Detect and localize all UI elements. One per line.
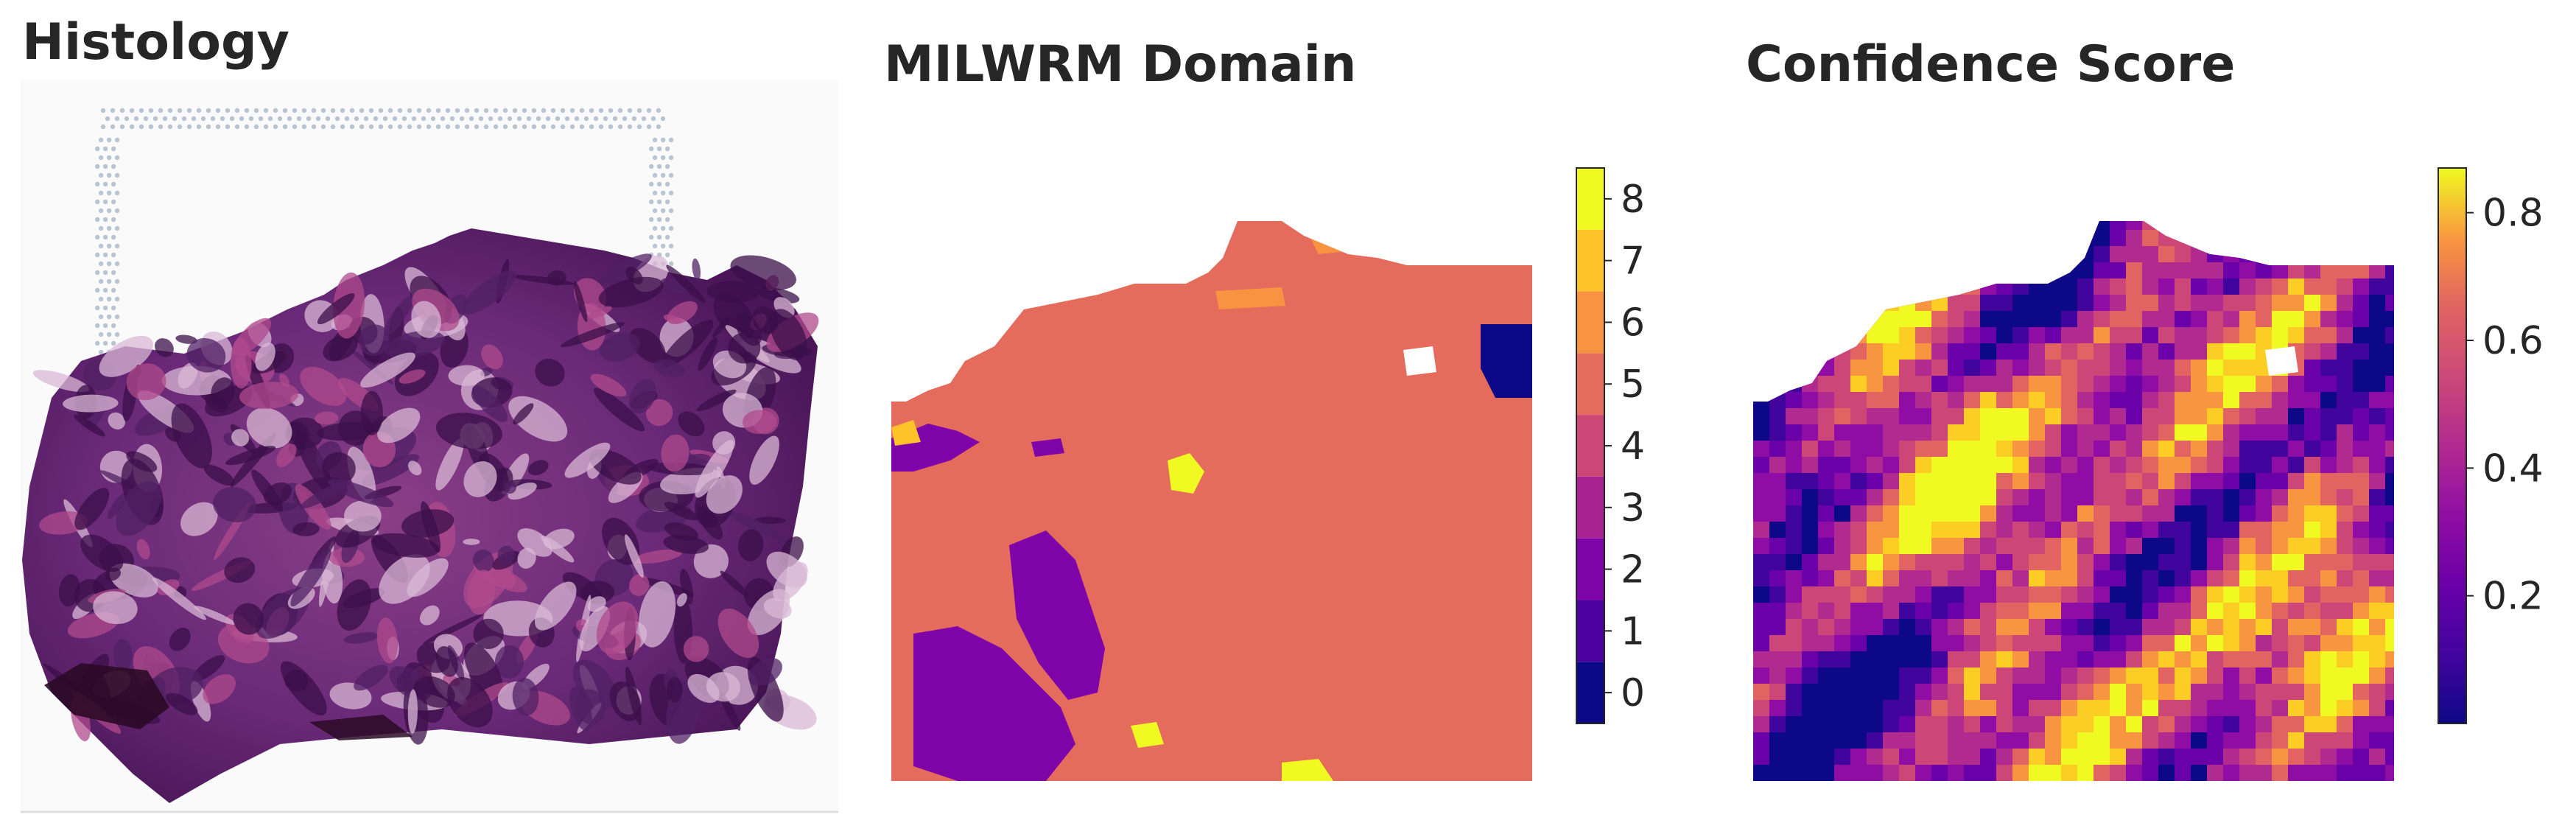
confidence-tick-label: 0.4 (2482, 446, 2544, 491)
domain-tick-label: 4 (1621, 424, 1645, 469)
domain-tick-label: 7 (1621, 239, 1645, 284)
domain-colorbar: 0 1 2 3 4 5 6 7 8 (1576, 167, 1645, 724)
domain-region-0 (1481, 324, 1532, 398)
confidence-tick-label: 0.8 (2482, 192, 2544, 236)
confidence-tick-label: 0.2 (2482, 575, 2544, 619)
colorbar-segment-0 (1576, 662, 1604, 723)
colorbar-segment-6 (1576, 291, 1604, 354)
tissue-texture (32, 253, 819, 745)
domain-map (891, 221, 1532, 781)
domain-region-2 (913, 626, 1075, 781)
confidence-gradient (2438, 167, 2467, 724)
colorbar-segment-1 (1576, 600, 1604, 662)
colorbar-segment-3 (1576, 476, 1604, 539)
domain-region-8 (1131, 722, 1164, 748)
domain-region-6 (1215, 287, 1285, 309)
domain-tick-label: 1 (1621, 609, 1645, 653)
colorbar-segment-4 (1576, 415, 1604, 477)
tissue-fold (44, 663, 169, 729)
confidence-title: Confidence Score (1746, 35, 2236, 94)
colorbar-segment-2 (1576, 538, 1604, 600)
domain-region-2 (1009, 530, 1105, 700)
domain-tick-label: 8 (1621, 178, 1645, 222)
domain-region-2 (1031, 438, 1064, 457)
confidence-colorbar: 0.2 0.4 0.6 0.8 (2438, 167, 2544, 724)
tissue-hole (2265, 346, 2298, 376)
domain-title: MILWRM Domain (884, 35, 1357, 94)
colorbar-segment-5 (1576, 353, 1604, 416)
domain-region-8 (1168, 453, 1204, 494)
confidence-tick-label: 0.6 (2482, 319, 2544, 363)
domain-tick-label: 6 (1621, 301, 1645, 345)
domain-tick-label: 5 (1621, 362, 1645, 407)
colorbar-segment-8 (1576, 168, 1604, 230)
histology-title: Histology (22, 13, 289, 71)
tissue-hole (1403, 346, 1436, 376)
domain-region-7 (891, 420, 921, 446)
domain-tick-label: 2 (1621, 548, 1645, 592)
domain-tick-label: 3 (1621, 486, 1645, 530)
histology-image (21, 80, 838, 813)
domain-region-0 (1414, 239, 1455, 262)
colorbar-segment-7 (1576, 229, 1604, 292)
domain-region-8 (1282, 759, 1333, 781)
confidence-map (1753, 221, 2394, 781)
domain-tick-label: 0 (1621, 671, 1645, 715)
